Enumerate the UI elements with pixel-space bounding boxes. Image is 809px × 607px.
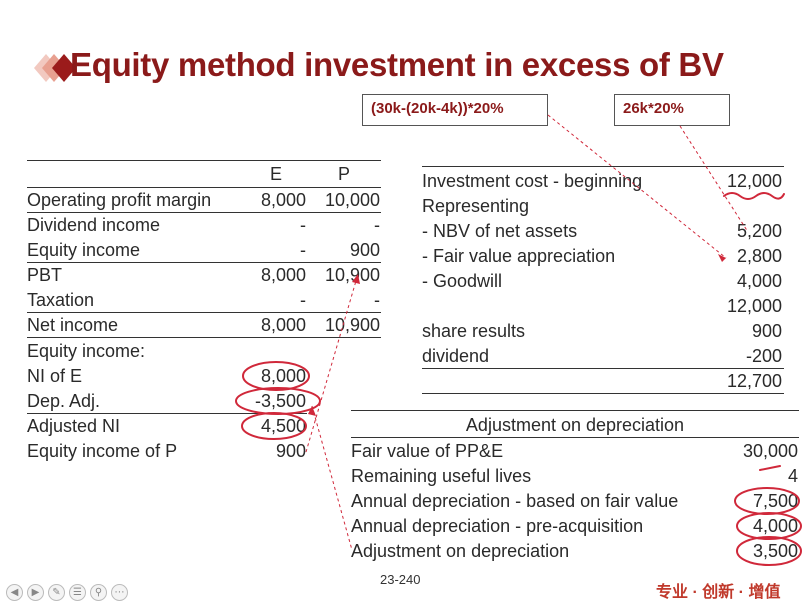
zoom-icon[interactable]: ⚲	[90, 584, 107, 601]
column-header-p: P	[337, 164, 350, 184]
menu-icon[interactable]: ☰	[69, 584, 86, 601]
row-rule	[27, 212, 381, 213]
more-icon[interactable]: ⋯	[111, 584, 128, 601]
row-label: PBT	[27, 265, 63, 285]
row-label: dividend	[422, 346, 490, 366]
row-value: 4,000	[752, 516, 798, 536]
depreciation-table-top-rule	[351, 410, 799, 411]
investment-bottom-rule	[422, 393, 784, 394]
row-label: - Fair value appreciation	[422, 246, 616, 266]
next-icon[interactable]: ▶	[27, 584, 44, 601]
row-value-e: 8,000	[260, 190, 306, 210]
row-label: Equity income	[27, 240, 141, 260]
depreciation-header-rule	[351, 437, 799, 438]
slide-title: Equity method investment in excess of BV	[70, 46, 724, 83]
left-table-top-rule	[27, 160, 381, 161]
row-label: Fair value of PP&E	[351, 441, 504, 461]
row-value-p: 10,900	[324, 315, 380, 335]
row-value: 3,500	[752, 541, 798, 561]
row-value-p: -	[374, 215, 380, 235]
row-rule	[27, 262, 381, 263]
row-value-e: -	[300, 290, 306, 310]
row-label: NI of E	[27, 366, 83, 386]
row-value: 4,500	[260, 416, 306, 436]
column-header-e: E	[269, 164, 282, 184]
row-value: 5,200	[736, 221, 782, 241]
row-value-e: -	[300, 215, 306, 235]
row-value: 4,000	[736, 271, 782, 291]
row-value: 12,700	[726, 371, 782, 391]
row-label: - NBV of net assets	[422, 221, 578, 241]
row-value-e: -	[300, 240, 306, 260]
row-label: Equity income of P	[27, 441, 178, 461]
row-value-p: 900	[349, 240, 380, 260]
depreciation-heading: Adjustment on depreciation	[465, 415, 685, 435]
row-label: Operating profit margin	[27, 190, 212, 210]
row-value: 900	[275, 441, 306, 461]
row-label: Dep. Adj.	[27, 391, 101, 411]
investment-table-top-rule	[422, 166, 784, 167]
row-value: 12,000	[726, 171, 782, 191]
row-label: Investment cost - beginning	[422, 171, 643, 191]
row-rule	[27, 337, 381, 338]
row-value-p: 10,000	[324, 190, 380, 210]
calc-note-nbv: 26k*20%	[614, 94, 730, 126]
row-value: -3,500	[254, 391, 306, 411]
left-table-header-rule	[27, 187, 381, 188]
arrow-dep-adj	[311, 405, 353, 551]
page-number: 23-240	[380, 572, 421, 587]
row-label: Taxation	[27, 290, 95, 310]
pen-icon[interactable]: ✎	[48, 584, 65, 601]
row-label: - Goodwill	[422, 271, 503, 291]
row-value-e: 8,000	[260, 315, 306, 335]
row-label: Dividend income	[27, 215, 161, 235]
row-value-p: -	[374, 290, 380, 310]
row-value-e: 8,000	[260, 265, 306, 285]
prev-icon[interactable]: ◀	[6, 584, 23, 601]
row-label: share results	[422, 321, 526, 341]
diamond-logo-icon	[34, 54, 76, 82]
row-value: 12,000	[726, 296, 782, 316]
row-value: 8,000	[260, 366, 306, 386]
row-value-p: 10,900	[324, 265, 380, 285]
row-value: 4	[787, 466, 798, 486]
slide-toolbar: ◀ ▶ ✎ ☰ ⚲ ⋯	[6, 584, 128, 602]
investment-total-rule	[422, 368, 784, 369]
row-label: Annual depreciation - pre-acquisition	[351, 516, 644, 536]
row-rule	[27, 413, 307, 414]
row-value: 2,800	[736, 246, 782, 266]
row-value: 900	[751, 321, 782, 341]
row-label: Annual depreciation - based on fair valu…	[351, 491, 679, 511]
calc-note-fair-value: (30k-(20k-4k))*20%	[362, 94, 548, 126]
row-label: Adjustment on depreciation	[351, 541, 570, 561]
row-value: -200	[745, 346, 782, 366]
row-label: Net income	[27, 315, 119, 335]
squiggle-under-cost	[723, 192, 785, 200]
row-label: Remaining useful lives	[351, 466, 532, 486]
row-rule	[27, 312, 381, 313]
row-label: Representing	[422, 196, 530, 216]
equity-income-heading: Equity income:	[27, 341, 146, 361]
brand-motto: 专业 · 创新 · 增值	[656, 584, 781, 601]
row-value: 30,000	[742, 441, 798, 461]
row-value: 7,500	[752, 491, 798, 511]
row-label: Adjusted NI	[27, 416, 121, 436]
